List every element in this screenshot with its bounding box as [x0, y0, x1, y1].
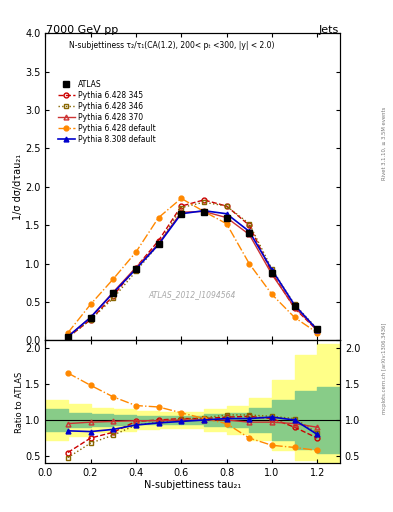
- Text: Rivet 3.1.10, ≥ 3.5M events: Rivet 3.1.10, ≥ 3.5M events: [382, 106, 387, 180]
- Text: N-subjettiness τ₂/τ₁(CA(1.2), 200< pₜ <300, |y| < 2.0): N-subjettiness τ₂/τ₁(CA(1.2), 200< pₜ <3…: [69, 41, 274, 50]
- Text: 7000 GeV pp: 7000 GeV pp: [46, 25, 119, 35]
- Text: mcplots.cern.ch [arXiv:1306.3436]: mcplots.cern.ch [arXiv:1306.3436]: [382, 323, 387, 414]
- Text: ATLAS_2012_I1094564: ATLAS_2012_I1094564: [149, 290, 236, 299]
- X-axis label: N-subjettiness tau₂₁: N-subjettiness tau₂₁: [144, 480, 241, 489]
- Legend: ATLAS, Pythia 6.428 345, Pythia 6.428 346, Pythia 6.428 370, Pythia 6.428 defaul: ATLAS, Pythia 6.428 345, Pythia 6.428 34…: [55, 77, 159, 147]
- Text: Jets: Jets: [319, 25, 339, 35]
- Y-axis label: 1/σ dσ/dτau₂₁: 1/σ dσ/dτau₂₁: [13, 154, 24, 220]
- Y-axis label: Ratio to ATLAS: Ratio to ATLAS: [15, 371, 24, 433]
